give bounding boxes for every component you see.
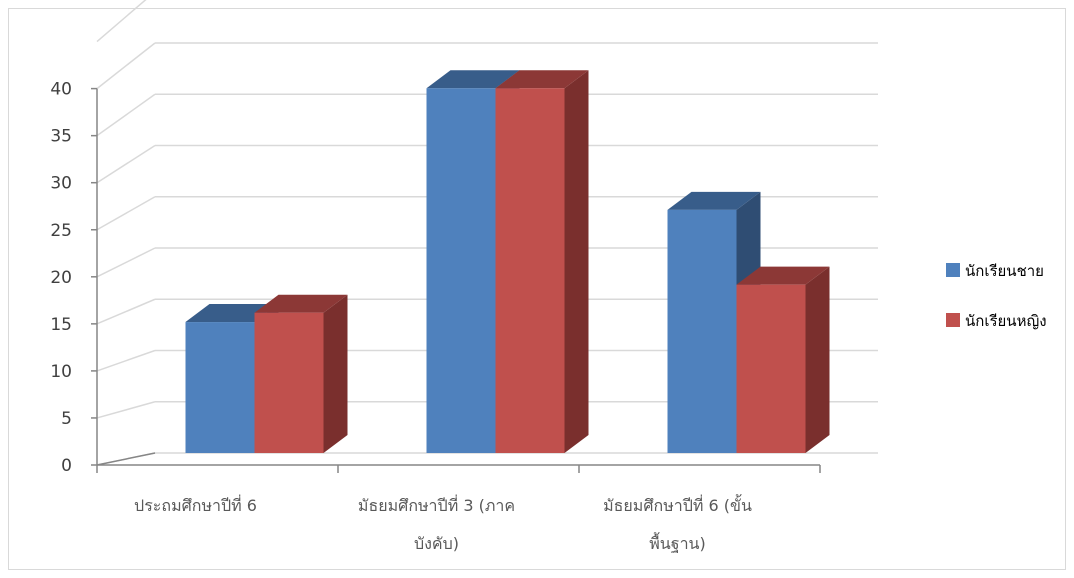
bar bbox=[736, 284, 806, 453]
bar-top bbox=[736, 266, 830, 285]
y-tick-label: 0 bbox=[61, 456, 72, 476]
y-tick-label: 35 bbox=[50, 127, 72, 147]
legend-label: นักเรียนชาย bbox=[965, 262, 1044, 280]
gridline-depth bbox=[96, 349, 156, 372]
bar bbox=[254, 312, 324, 453]
bar-top bbox=[495, 70, 589, 89]
x-tick-label: ประถมศึกษาปีที่ 6 bbox=[134, 494, 257, 515]
bar-top bbox=[667, 191, 761, 210]
y-tick-label: 15 bbox=[50, 315, 72, 335]
bar bbox=[667, 209, 737, 453]
x-tick-label: มัธยมศึกษาปีที่ 6 (ขั้น bbox=[603, 494, 752, 515]
bar bbox=[495, 88, 565, 454]
legend-swatch bbox=[946, 313, 960, 327]
bar-side bbox=[805, 266, 830, 453]
x-tick-label: พื้นฐาน) bbox=[649, 532, 705, 553]
y-tick-label: 20 bbox=[50, 268, 72, 288]
gridline-depth bbox=[96, 144, 156, 184]
gridline-depth bbox=[96, 401, 156, 419]
bar-side bbox=[564, 70, 589, 454]
gridline-depth bbox=[96, 298, 156, 325]
bar bbox=[426, 88, 496, 454]
gridline-depth bbox=[96, 0, 147, 43]
y-tick-label: 30 bbox=[50, 174, 72, 194]
gridline-depth bbox=[96, 93, 156, 137]
gridline-depth bbox=[96, 42, 156, 90]
bar bbox=[185, 322, 255, 453]
floor-depth-line bbox=[96, 452, 156, 466]
bar-top bbox=[426, 70, 520, 89]
gridline-depth bbox=[96, 196, 156, 231]
bar-top bbox=[254, 294, 348, 313]
bar-side bbox=[323, 294, 348, 453]
y-tick-label: 40 bbox=[50, 80, 72, 100]
y-tick-label: 10 bbox=[50, 362, 72, 382]
y-tick-label: 25 bbox=[50, 221, 72, 241]
y-tick-label: 5 bbox=[61, 409, 72, 429]
legend-swatch bbox=[946, 263, 960, 277]
x-tick-label: บังคับ) bbox=[414, 534, 459, 553]
x-tick-label: มัธยมศึกษาปีที่ 3 (ภาค bbox=[358, 494, 515, 515]
gridline-depth bbox=[96, 247, 156, 278]
legend-label: นักเรียนหญิง bbox=[965, 312, 1047, 330]
